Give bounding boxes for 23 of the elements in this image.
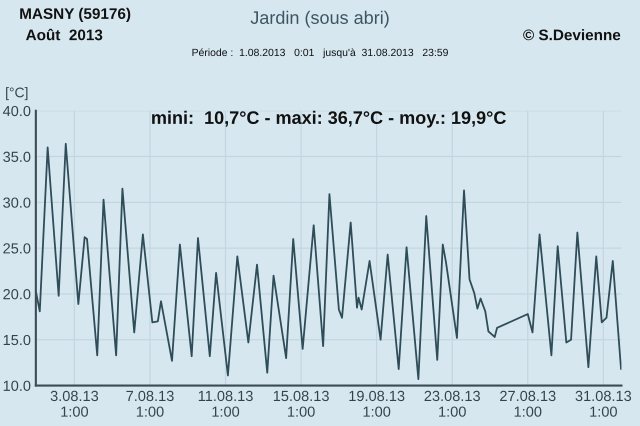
x-tick-label: 11.08.13 1:00 [198,390,253,417]
y-axis-title: [°C] [6,87,28,100]
text: MASNY (59176) [20,8,130,22]
x-tick-label: 7.08.13 1:00 [126,390,174,417]
text: Période : 1.08.2013 0:01 jusqu'à 31.08.2013 23:59 [192,48,448,58]
y-tick-label: 10.0 [4,380,30,391]
chart-subtitle: mini: 10,7°C - maxi: 36,7°C - moy.: 19,9°C [152,110,506,128]
x-tick-label: 31.08.13 1:00 [576,390,632,417]
y-tick-label: 25.0 [3,243,30,254]
y-tick-label: 35.0 [3,152,30,162]
y-tick-label: 20.0 [3,289,30,300]
x-tick-label: 19.08.13 1:00 [349,390,404,417]
chart-title: Jardin (sous abri) [250,10,389,28]
x-tick-label: 3.08.13 1:00 [50,390,98,417]
y-tick-label: 30.0 [3,197,30,208]
x-tick-label: 27.08.13 1:00 [500,390,556,417]
x-tick-label: 15.08.13 1:00 [274,390,329,417]
text: © S.Devienne [523,29,620,40]
text: Août 2013 [26,28,102,40]
line-series [36,142,622,380]
y-tick-label: 15.0 [4,334,30,346]
y-tick-label: 40.0 [2,106,30,116]
x-tick-label: 23.08.13 1:00 [424,390,480,417]
